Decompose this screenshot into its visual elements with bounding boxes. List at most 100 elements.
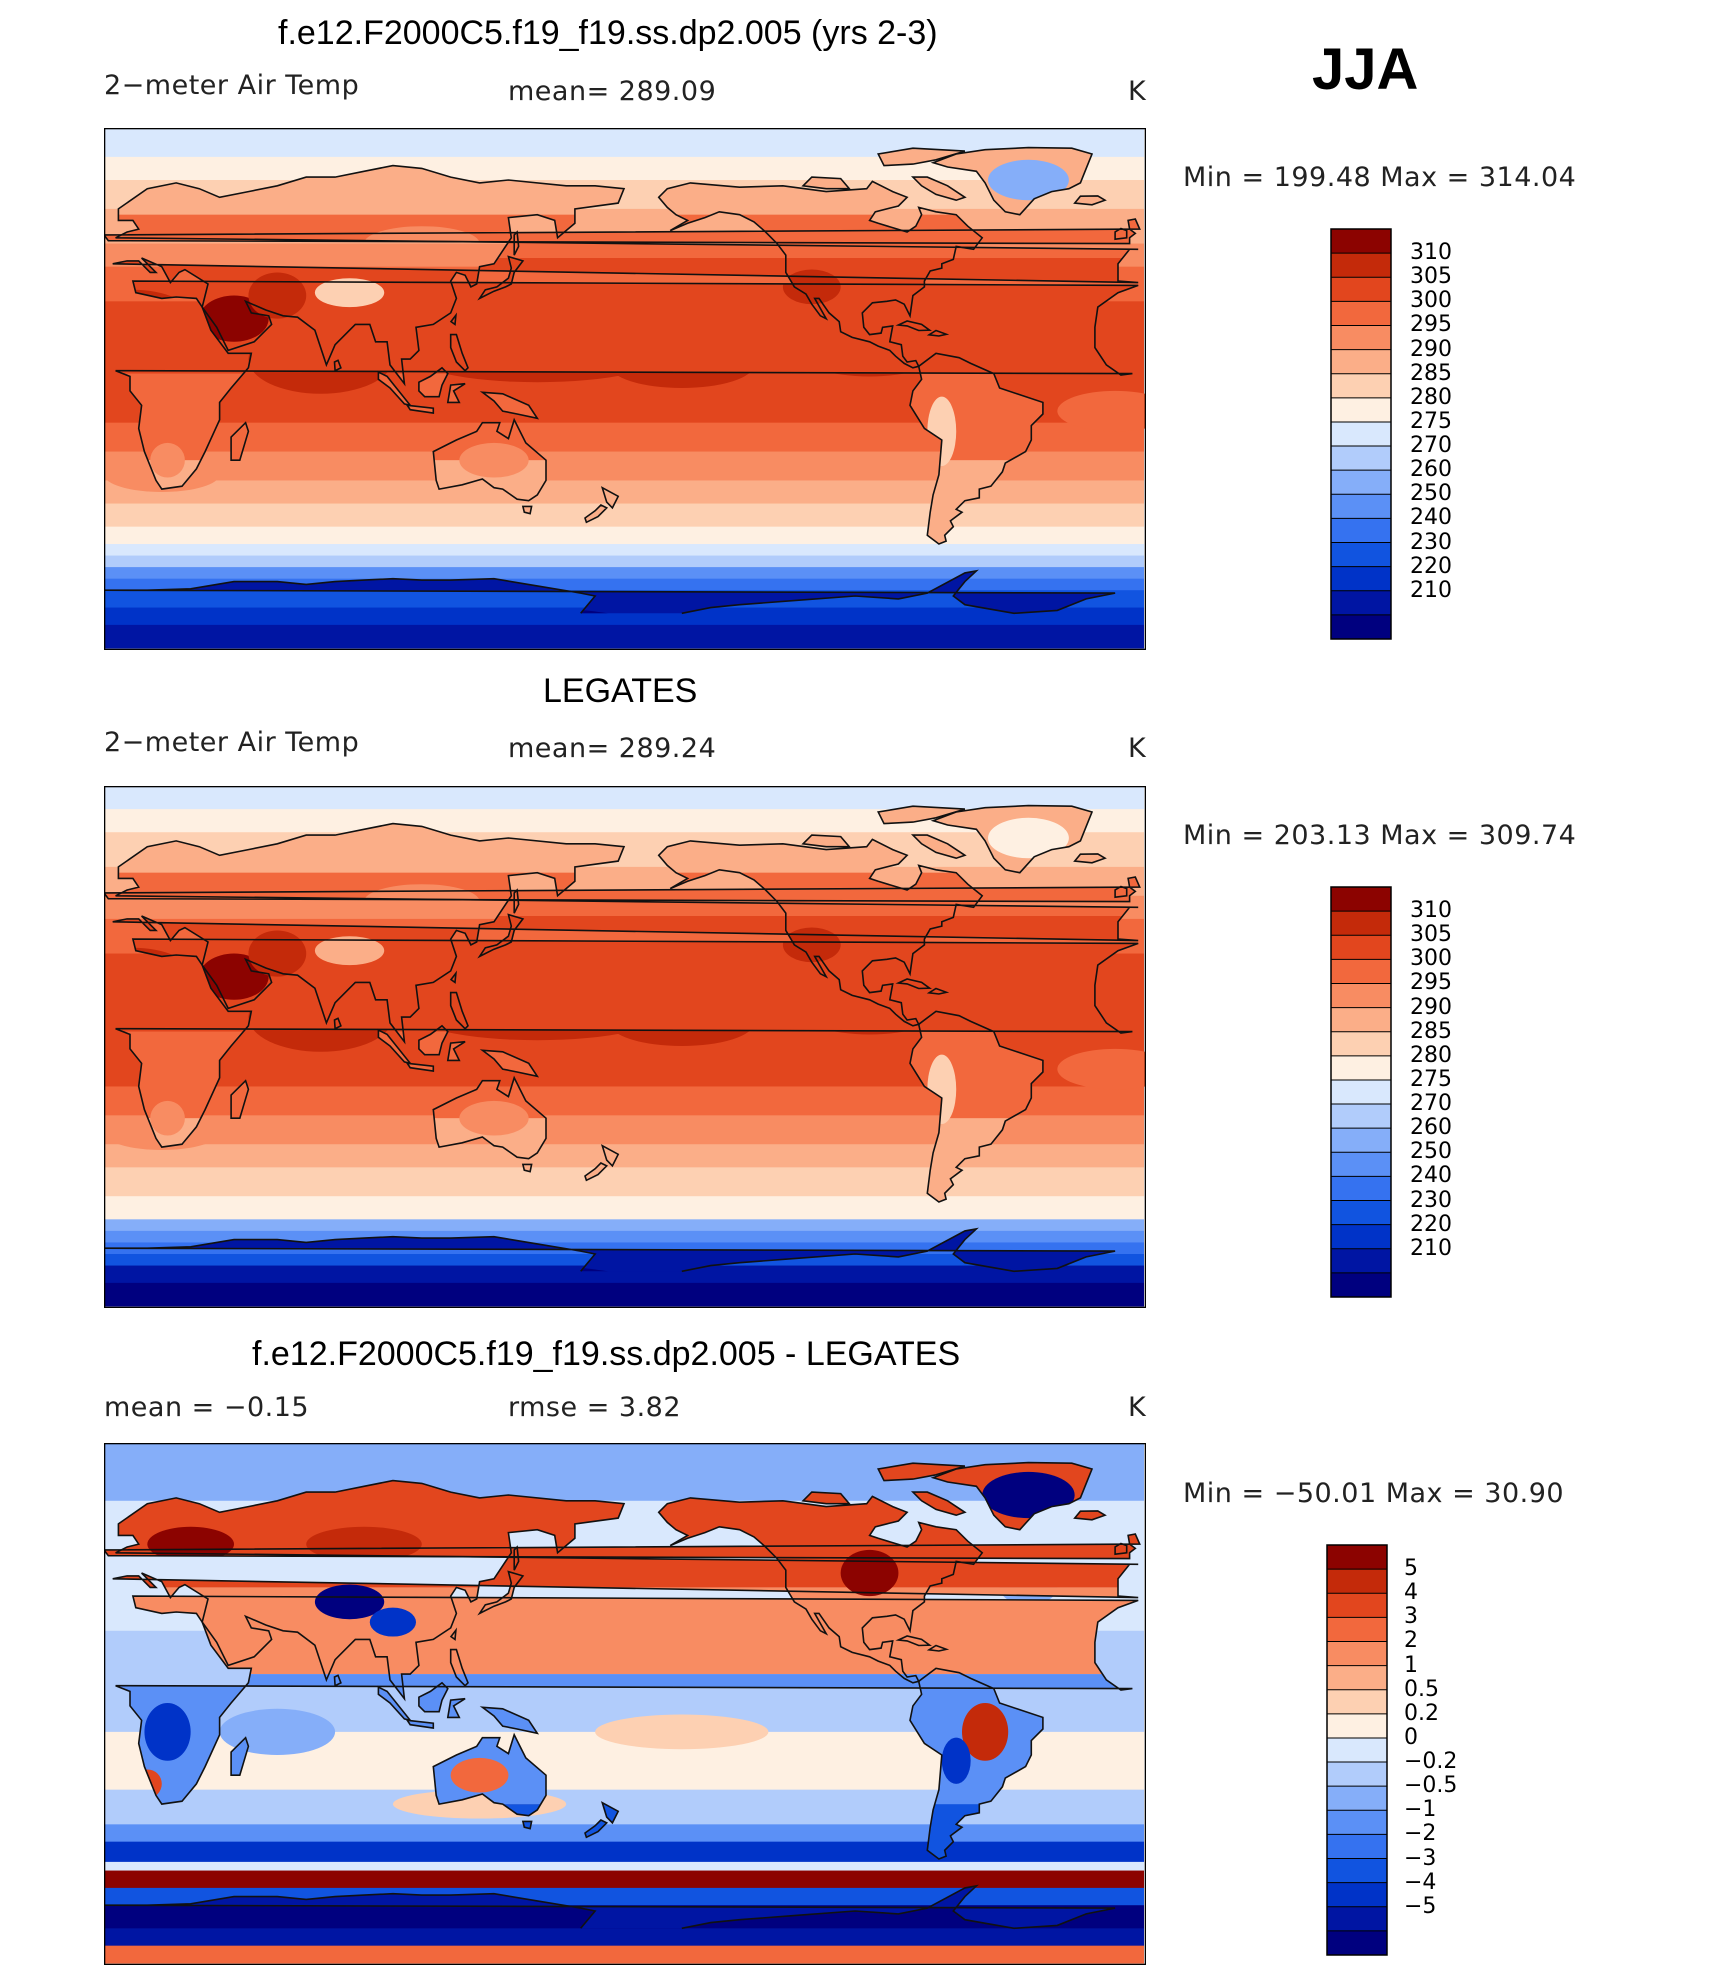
coastline-victoria-island xyxy=(801,1491,852,1505)
coastline-australia xyxy=(432,1732,547,1817)
colorbar-swatch xyxy=(1331,1152,1391,1177)
panel-1-variable: 2−meter Air Temp xyxy=(104,70,360,101)
colorbar-tick-label: 0.5 xyxy=(1404,1676,1439,1702)
coastline-ireland xyxy=(1114,227,1128,241)
colorbar-tick-label: 230 xyxy=(1410,529,1452,555)
coastline-antarctica xyxy=(104,569,1116,615)
panel-1-colorbar xyxy=(1330,228,1392,640)
contour-blob xyxy=(144,1703,191,1761)
colorbar-swatch xyxy=(1327,1545,1387,1570)
coastline-victoria-island xyxy=(801,176,852,190)
panel-1-mean: mean= 289.09 xyxy=(508,76,717,107)
colorbar-tick-label: −1 xyxy=(1404,1797,1437,1823)
zonal-band xyxy=(104,1841,1144,1863)
coastlines xyxy=(104,1461,1141,1930)
zonal-band xyxy=(104,1144,1144,1168)
zonal-band xyxy=(104,786,1144,810)
colorbar-tick-label: −2 xyxy=(1404,1821,1437,1847)
coastline-antarctica xyxy=(104,1227,1116,1273)
colorbar-swatch xyxy=(1331,470,1391,495)
season-label: JJA xyxy=(1312,37,1419,102)
colorbar-swatch xyxy=(1331,590,1391,616)
colorbar-swatch xyxy=(1327,1665,1387,1691)
coastline-taiwan xyxy=(449,312,457,326)
colorbar-tick-label: 275 xyxy=(1410,408,1452,434)
colorbar-swatch xyxy=(1331,911,1391,936)
coastline-madagascar xyxy=(230,421,250,462)
coastline-greenland xyxy=(930,146,1094,216)
colorbar-swatch xyxy=(1327,1689,1387,1715)
panel-2-title: LEGATES xyxy=(543,672,698,710)
coastline-antarctica xyxy=(104,1884,1116,1930)
coastline-sumatra xyxy=(377,1028,413,1065)
contour-blob xyxy=(988,159,1069,201)
contour-blob xyxy=(199,295,269,342)
colorbar-swatch xyxy=(1331,983,1391,1008)
colorbar-swatch xyxy=(1331,373,1391,399)
colorbar-swatch xyxy=(1327,1906,1387,1932)
colorbar-swatch xyxy=(1331,301,1391,326)
coastline-taiwan xyxy=(449,1627,457,1641)
coastline-hispaniola xyxy=(926,329,950,337)
coastline-africa xyxy=(115,280,1139,490)
colorbar-swatch xyxy=(1331,421,1391,447)
coastline-victoria-island xyxy=(801,834,852,848)
coastline-hispaniola xyxy=(926,987,950,995)
colorbar-tick-label: −0.5 xyxy=(1404,1773,1458,1799)
colorbar-swatch xyxy=(1327,1930,1387,1956)
colorbar-tick-label: 305 xyxy=(1410,264,1452,290)
coastline-madagascar xyxy=(230,1736,250,1777)
panel-1-map xyxy=(104,128,1146,650)
colorbar-swatch xyxy=(1331,1079,1391,1105)
coastline-srilanka xyxy=(333,1017,342,1030)
coastline-africa xyxy=(115,1595,1139,1805)
zonal-band xyxy=(104,1928,1144,1947)
coastline-greatbritain xyxy=(104,1533,1141,1560)
colorbar-swatch xyxy=(1331,1007,1391,1033)
coastline-newguinea xyxy=(479,391,540,420)
colorbar-swatch xyxy=(1331,446,1391,471)
coastline-australia xyxy=(432,417,547,502)
colorbar-swatch xyxy=(1331,887,1391,912)
panel-3-units: K xyxy=(1128,1392,1147,1423)
colorbar-tick-label: 250 xyxy=(1410,481,1452,507)
coastline-borneo xyxy=(418,1681,449,1713)
coastline-sulawesi xyxy=(446,1040,466,1062)
coastlines xyxy=(104,146,1141,615)
coastline-greenland xyxy=(930,804,1094,874)
colorbar-tick-label: 0 xyxy=(1404,1724,1418,1750)
coastline-northamerica xyxy=(657,838,984,1027)
colorbar-swatch xyxy=(1327,1617,1387,1642)
colorbar-tick-label: −0.2 xyxy=(1404,1749,1458,1775)
panel-3-rmse: rmse = 3.82 xyxy=(508,1392,682,1423)
colorbar-tick-label: −5 xyxy=(1404,1893,1437,1919)
colorbar-swatch xyxy=(1331,253,1391,278)
map-frame xyxy=(104,128,1146,650)
contour-blob xyxy=(150,1100,185,1136)
map-frame xyxy=(104,1443,1146,1965)
coastline-newguinea xyxy=(479,1049,540,1078)
colorbar-swatch xyxy=(1331,1128,1391,1153)
zonal-band xyxy=(104,1945,1144,1964)
colorbar-tick-label: 260 xyxy=(1410,457,1452,483)
colorbar-tick-label: 2 xyxy=(1404,1628,1418,1654)
contour-blob xyxy=(459,442,529,478)
colorbar-tick-label: 300 xyxy=(1410,946,1452,972)
coastline-hispaniola xyxy=(926,1644,950,1652)
zonal-band xyxy=(104,567,1144,580)
coastline-sulawesi xyxy=(446,1697,466,1719)
coastline-ellesmere xyxy=(877,1462,966,1482)
contour-blob xyxy=(941,1737,971,1784)
panel-3-mean: mean = −0.15 xyxy=(104,1392,310,1423)
colorbar-swatch xyxy=(1331,494,1391,519)
zonal-band xyxy=(104,624,1144,649)
colorbar-tick-label: 220 xyxy=(1410,1211,1452,1237)
colorbar-swatch xyxy=(1327,1858,1387,1883)
contour-blob xyxy=(199,953,269,1000)
colorbar-tick-label: 230 xyxy=(1410,1187,1452,1213)
contour-blob xyxy=(248,272,307,319)
coastline-ireland xyxy=(1114,885,1128,899)
coastline-iceland xyxy=(1073,195,1107,206)
zonal-band xyxy=(104,1265,1144,1284)
coastline-northamerica xyxy=(657,1495,984,1684)
